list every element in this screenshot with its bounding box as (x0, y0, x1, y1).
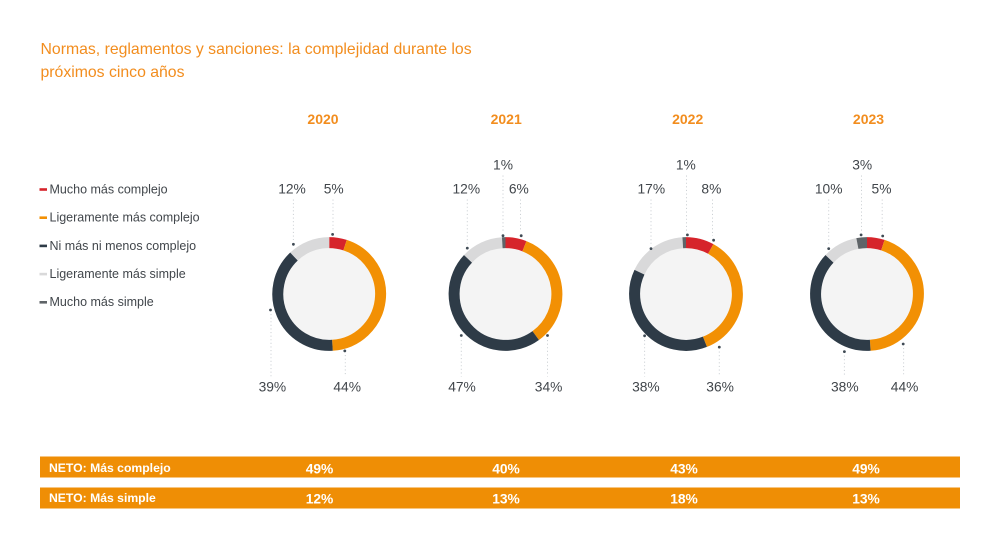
svg-text:5%: 5% (324, 181, 344, 196)
svg-text:38%: 38% (831, 379, 859, 394)
svg-text:Normas, reglamentos y sancione: Normas, reglamentos y sanciones: la comp… (41, 41, 472, 58)
svg-text:13%: 13% (492, 492, 520, 507)
svg-text:1%: 1% (676, 158, 696, 173)
svg-text:43%: 43% (670, 462, 698, 477)
svg-text:17%: 17% (637, 181, 665, 196)
svg-text:3%: 3% (852, 158, 872, 173)
svg-text:próximos cinco años: próximos cinco años (41, 64, 185, 81)
svg-text:5%: 5% (872, 181, 892, 196)
svg-text:34%: 34% (535, 379, 563, 394)
svg-text:Ligeramente más simple: Ligeramente más simple (50, 267, 186, 281)
svg-text:Ni más ni menos complejo: Ni más ni menos complejo (50, 239, 197, 253)
svg-text:44%: 44% (333, 379, 361, 394)
svg-text:Mucho más simple: Mucho más simple (50, 295, 154, 309)
svg-text:18%: 18% (670, 492, 698, 507)
svg-text:40%: 40% (492, 462, 520, 477)
svg-text:12%: 12% (278, 181, 306, 196)
svg-text:49%: 49% (852, 462, 880, 477)
svg-text:8%: 8% (701, 181, 721, 196)
svg-text:39%: 39% (259, 379, 287, 394)
svg-text:6%: 6% (509, 181, 529, 196)
svg-text:13%: 13% (852, 492, 880, 507)
svg-text:44%: 44% (891, 379, 919, 394)
svg-text:10%: 10% (815, 181, 843, 196)
svg-text:2023: 2023 (853, 111, 884, 127)
svg-text:12%: 12% (306, 492, 334, 507)
svg-text:12%: 12% (452, 181, 480, 196)
svg-text:47%: 47% (448, 379, 476, 394)
svg-text:38%: 38% (632, 379, 660, 394)
svg-text:NETO: Más complejo: NETO: Más complejo (49, 461, 171, 475)
svg-text:2021: 2021 (491, 111, 522, 127)
svg-text:36%: 36% (706, 379, 734, 394)
svg-text:2020: 2020 (307, 111, 338, 127)
svg-text:2022: 2022 (672, 111, 703, 127)
svg-text:Ligeramente más complejo: Ligeramente más complejo (50, 211, 200, 225)
svg-text:Mucho más complejo: Mucho más complejo (50, 182, 168, 196)
svg-text:49%: 49% (306, 462, 334, 477)
svg-text:NETO: Más simple: NETO: Más simple (49, 491, 156, 505)
svg-text:1%: 1% (493, 158, 513, 173)
